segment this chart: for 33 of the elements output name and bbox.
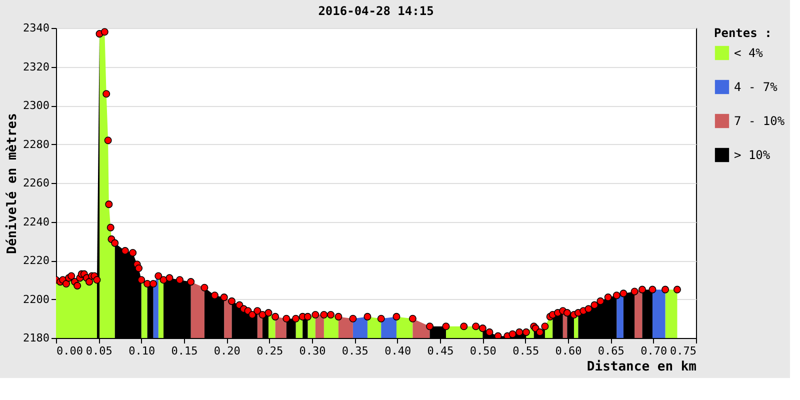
y-tick-label: 2200: [23, 292, 50, 306]
y-tick-label: 2320: [23, 60, 50, 74]
x-tick-label: 0.65: [598, 344, 624, 358]
x-tick-label: 0.00: [56, 344, 83, 358]
x-axis-title: Distance en km: [586, 360, 697, 374]
x-tick-label: 0.75: [670, 344, 696, 358]
y-tick-label: 2260: [23, 176, 50, 190]
y-tick-label: 2240: [23, 215, 50, 228]
x-tick-label: 0.05: [86, 344, 112, 358]
y-tick-label: 2340: [23, 22, 50, 34]
x-tick-label: 0.20: [214, 344, 240, 358]
x-tick-label: 0.15: [171, 344, 198, 358]
x-tick-label: 0.60: [555, 344, 582, 358]
y-tick-label: 2280: [23, 138, 50, 151]
x-tick-label: 0.35: [342, 344, 368, 358]
y-tick-label: 2180: [23, 332, 50, 344]
legend-label: 7 - 10%: [734, 114, 786, 128]
x-tick-label: 0.25: [256, 344, 284, 358]
x-tick-label: 0.70: [640, 344, 668, 358]
chart-title: 2016-04-28 14:15: [318, 4, 434, 18]
y-tick-label: 2300: [23, 99, 50, 112]
legend-title: Pentes :: [714, 26, 772, 40]
x-tick-label: 0.45: [427, 344, 454, 358]
legend-label: > 10%: [734, 148, 771, 162]
y-tick-label: 2220: [23, 254, 50, 267]
x-tick-label: 0.10: [128, 344, 156, 358]
legend-label: < 4%: [734, 46, 764, 60]
x-tick-label: 0.50: [470, 344, 496, 358]
legend-label: 4 - 7%: [734, 80, 778, 94]
x-tick-label: 0.40: [384, 344, 412, 358]
y-axis-title: Dénivelé en mètres: [5, 113, 20, 254]
x-tick-label: 0.30: [299, 344, 326, 358]
x-tick-label: 0.55: [512, 344, 540, 358]
